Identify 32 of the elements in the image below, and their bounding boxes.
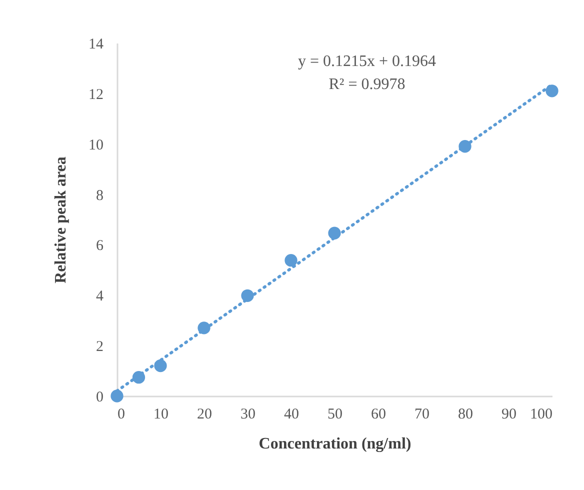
y-tick-label: 10 xyxy=(88,137,104,154)
point xyxy=(154,359,167,372)
y-tick-label: 12 xyxy=(88,86,104,103)
y-tick-label: 6 xyxy=(96,238,104,254)
x-tick-label: 100 xyxy=(530,406,552,422)
x-tick-label: 90 xyxy=(502,406,516,422)
x-axis-title: Concentration (ng/ml) xyxy=(258,436,412,452)
x-tick-label: 40 xyxy=(284,406,299,422)
x-tick-label: 70 xyxy=(414,406,430,422)
point xyxy=(198,322,210,334)
x-tick-label: 60 xyxy=(371,406,386,422)
x-tick-label: 30 xyxy=(240,406,256,422)
annotation: y = 0.1215x + 0.1964 xyxy=(298,53,436,70)
y-tick-label: 2 xyxy=(96,339,104,356)
x-tick-label: 10 xyxy=(154,406,168,422)
x-tick-label: 50 xyxy=(328,406,342,422)
point xyxy=(458,140,472,153)
point xyxy=(284,254,298,267)
point xyxy=(328,226,341,240)
y-tick-label: 14 xyxy=(88,36,104,52)
x-tick-label: 20 xyxy=(197,406,212,422)
y-tick-label: 4 xyxy=(96,288,104,305)
point xyxy=(241,289,254,302)
point xyxy=(132,371,146,384)
y-axis-title: Relative peak area xyxy=(52,156,70,284)
y-tick-label: 8 xyxy=(96,188,104,204)
point xyxy=(110,390,124,402)
y-tick-label: 0 xyxy=(96,390,104,406)
x-tick-label: 0 xyxy=(118,406,125,422)
x-tick-label: 80 xyxy=(458,406,473,422)
annotation: R² = 0.9978 xyxy=(328,76,406,93)
point xyxy=(546,84,558,98)
